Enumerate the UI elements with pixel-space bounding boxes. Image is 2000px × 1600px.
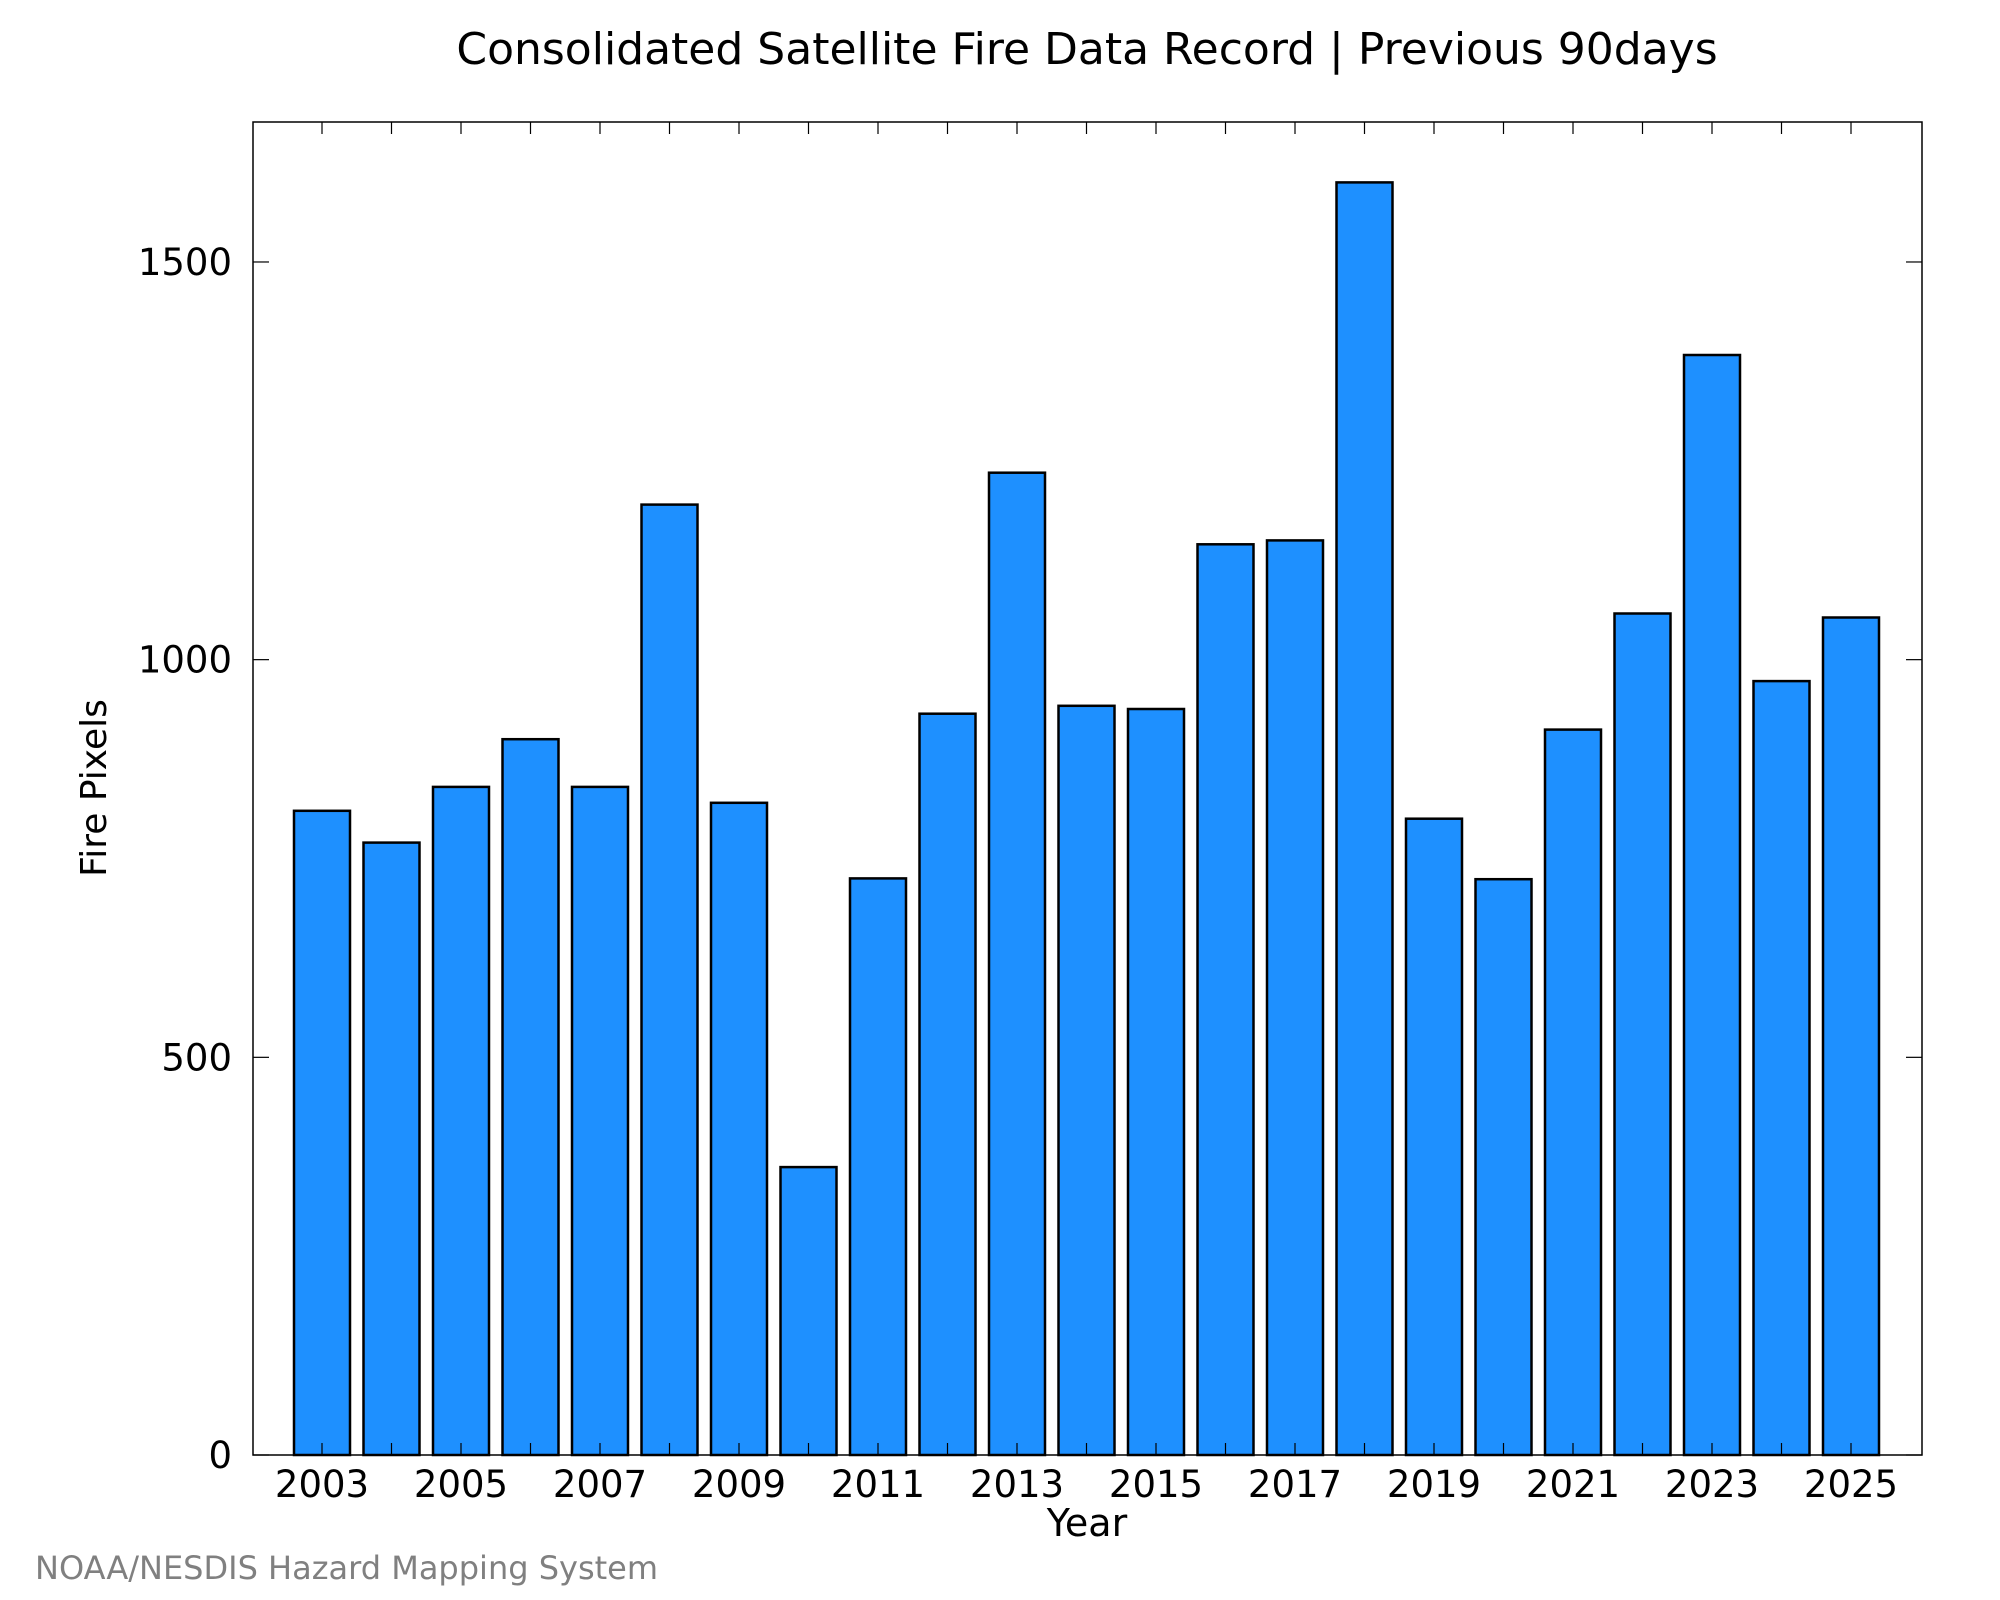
chart-title: Consolidated Satellite Fire Data Record … (456, 24, 1717, 75)
ticks-layer (253, 122, 1922, 1456)
x-tick-label-2021: 2021 (1526, 1463, 1620, 1506)
bar-2023 (1682, 353, 1742, 1457)
bar-2004 (362, 841, 421, 1457)
x-tick-label-2003: 2003 (275, 1463, 369, 1506)
y-tick-label-0: 0 (208, 1434, 232, 1477)
x-tick-label-2009: 2009 (692, 1463, 786, 1506)
tick-labels-layer: 2003 2005 2007 2009 2011 2013 2015 2017 2019 2021… (138, 241, 1898, 1506)
x-tick-label-2023: 2023 (1665, 1463, 1759, 1506)
bar-2013 (987, 471, 1047, 1457)
bar-2007 (570, 785, 630, 1457)
bar-2025 (1821, 616, 1881, 1457)
plot-frame (252, 121, 1923, 1456)
x-tick-label-2017: 2017 (1248, 1463, 1342, 1506)
bar-2019 (1404, 817, 1464, 1457)
bar-2022 (1613, 612, 1672, 1457)
bar-2024 (1752, 679, 1811, 1457)
x-tick-label-2025: 2025 (1804, 1463, 1898, 1506)
bar-2008 (640, 503, 699, 1457)
bar-2006 (501, 737, 560, 1457)
x-tick-label-2015: 2015 (1109, 1463, 1203, 1506)
y-tick-label-1500: 1500 (138, 241, 232, 284)
bar-2011 (848, 877, 908, 1457)
bar-2014 (1057, 704, 1116, 1457)
x-tick-label-2013: 2013 (970, 1463, 1064, 1506)
y-tick-label-500: 500 (161, 1036, 232, 1079)
bar-2020 (1474, 877, 1533, 1457)
y-axis-label: Fire Pixels (74, 699, 115, 877)
bar-2010 (779, 1165, 838, 1457)
x-tick-label-2007: 2007 (553, 1463, 647, 1506)
x-tick-label-2005: 2005 (414, 1463, 508, 1506)
bar-2003 (292, 809, 352, 1457)
bar-2018 (1335, 181, 1394, 1457)
bars-layer (292, 181, 1881, 1457)
x-axis-label: Year (1046, 1501, 1128, 1545)
y-tick-label-1000: 1000 (138, 639, 232, 682)
credit-text: NOAA/NESDIS Hazard Mapping System (35, 1549, 658, 1587)
x-tick-label-2011: 2011 (831, 1463, 925, 1506)
bar-2012 (918, 712, 977, 1457)
bar-2005 (431, 785, 491, 1457)
bar-2009 (709, 801, 769, 1457)
bar-2017 (1265, 539, 1325, 1457)
bar-2015 (1126, 707, 1186, 1457)
bar-2016 (1196, 543, 1255, 1457)
bar-2021 (1543, 728, 1603, 1457)
x-tick-label-2019: 2019 (1387, 1463, 1481, 1506)
